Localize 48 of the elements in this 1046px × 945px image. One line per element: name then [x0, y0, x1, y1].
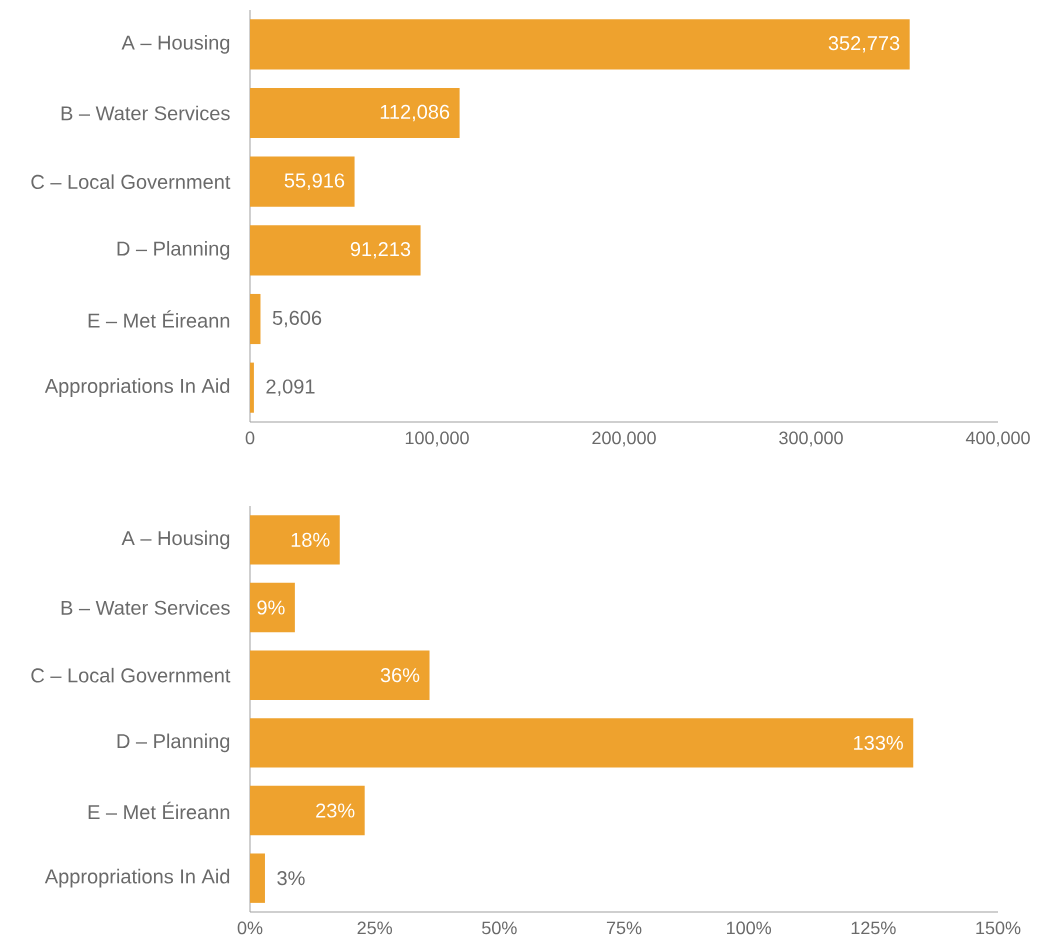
- bar: [250, 785, 365, 836]
- bar: [250, 87, 460, 139]
- y-tick-label: D – Planning: [117, 733, 230, 753]
- y-tick-label: C – Local Government: [31, 667, 231, 683]
- bar: [250, 853, 265, 903]
- x-tick-label: 0: [245, 431, 255, 445]
- bar: [250, 156, 355, 207]
- x-tick-label: 300,000: [779, 431, 843, 447]
- data-label: 36%: [380, 668, 420, 683]
- y-tick-label: Appropriations In Aid: [44, 868, 230, 888]
- y-tick-label: D – Planning: [117, 241, 230, 260]
- bar: [250, 650, 430, 700]
- x-tick-label: 200,000: [592, 431, 656, 447]
- y-tick-label: A – Housing: [121, 530, 230, 550]
- x-tick-label: 25%: [357, 921, 393, 935]
- x-tick-label: 100%: [727, 921, 772, 935]
- y-tick-label: C – Local Government: [31, 174, 231, 190]
- bar: [250, 225, 421, 276]
- x-tick-label: 75%: [606, 921, 642, 935]
- x-tick-label: 125%: [851, 921, 896, 935]
- x-tick-label: 400,000: [965, 431, 1030, 447]
- x-tick-label: 0%: [237, 921, 263, 935]
- bar: [250, 515, 340, 565]
- bar: [250, 293, 261, 345]
- x-tick-label: 100,000: [405, 431, 469, 447]
- y-tick-label: E – Met Éireann: [88, 310, 230, 328]
- bar: [250, 362, 254, 413]
- y-tick-label: B – Water Services: [61, 105, 230, 121]
- bar: [250, 19, 910, 70]
- bar: [250, 582, 295, 633]
- data-label: 5,606: [272, 310, 322, 328]
- data-label: 91,213: [350, 242, 411, 259]
- data-label: 352,773: [828, 36, 900, 53]
- bar: [250, 718, 914, 768]
- y-tick-label: A – Housing: [121, 35, 230, 54]
- x-tick-label: 150%: [976, 921, 1021, 935]
- data-label: 18%: [291, 532, 330, 547]
- data-label: 133%: [854, 735, 903, 750]
- x-tick-label: 50%: [482, 921, 517, 935]
- data-label: 23%: [316, 803, 355, 818]
- data-label: 3%: [277, 871, 305, 886]
- data-label: 9%: [257, 600, 285, 615]
- data-label: 55,916: [284, 173, 345, 190]
- y-tick-label: Appropriations In Aid: [44, 378, 230, 397]
- y-tick-label: B – Water Services: [61, 600, 230, 615]
- y-tick-label: E – Met Éireann: [88, 801, 230, 820]
- data-label: 112,086: [380, 104, 450, 122]
- data-label: 2,091: [266, 379, 315, 396]
